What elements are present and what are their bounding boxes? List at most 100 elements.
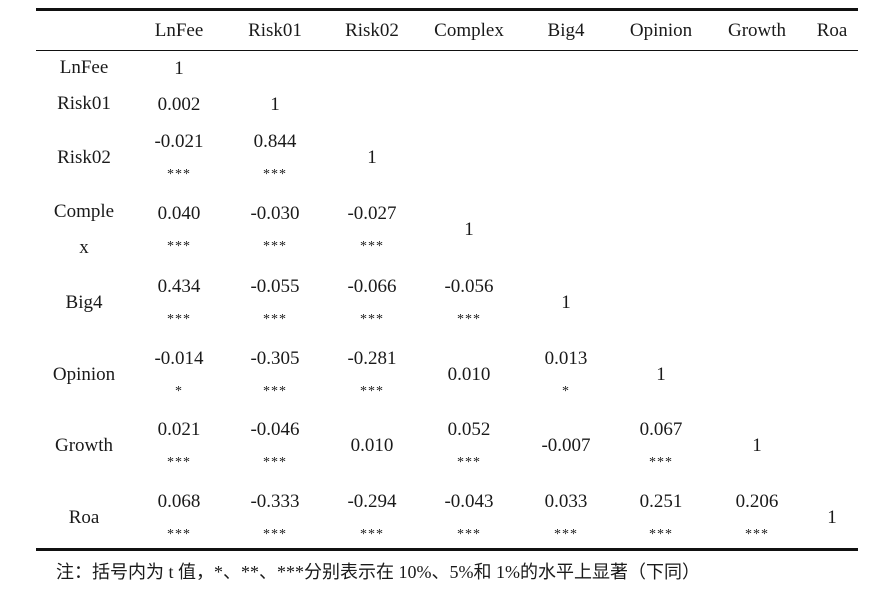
table-cell: -0.043 ***	[420, 481, 518, 554]
table-cell: 0.251 ***	[614, 481, 708, 554]
table-cell: 0.068 ***	[132, 481, 226, 554]
significance-stars: ***	[263, 166, 287, 182]
cell-value: 1	[752, 435, 762, 456]
significance-stars: ***	[263, 526, 287, 542]
cell-value: -0.046	[250, 418, 300, 440]
significance-stars: ***	[167, 526, 191, 542]
row-label: Risk01	[36, 86, 132, 122]
significance-stars: ***	[167, 166, 191, 182]
table-row: Big4 0.434 *** -0.055 *** -0.066 *** -0.056 *** 1	[36, 266, 858, 339]
significance-stars: ***	[649, 454, 673, 470]
table-cell	[614, 86, 708, 122]
row-label-text: Risk01	[57, 93, 111, 114]
row-label: Roa	[36, 481, 132, 554]
column-header: Risk02	[345, 19, 399, 41]
row-label: LnFee	[36, 50, 132, 86]
table-cell: 1	[806, 481, 858, 554]
row-label-text: Comple	[53, 200, 115, 222]
table-cell	[806, 266, 858, 339]
table-cell	[614, 193, 708, 266]
significance-stars: ***	[263, 454, 287, 470]
cell-value: 0.010	[447, 364, 491, 385]
table-row: Risk02 -0.021 *** 0.844 *** 1	[36, 122, 858, 193]
table-cell	[806, 193, 858, 266]
table-row: Comple x 0.040 *** -0.030 *** -0.027 *** 1	[36, 193, 858, 266]
row-label-text: Roa	[68, 506, 100, 528]
significance-stars: ***	[457, 311, 481, 327]
cell-value: 0.067	[639, 418, 683, 440]
table-cell: -0.007	[518, 410, 614, 481]
table-cell: 0.052 ***	[420, 410, 518, 481]
table-cell	[518, 122, 614, 193]
row-label-text: x	[79, 236, 89, 258]
significance-stars: ***	[263, 238, 287, 254]
row-label: Big4	[36, 266, 132, 339]
column-header: LnFee	[154, 19, 204, 41]
row-label-text: Big4	[65, 291, 103, 313]
cell-value: -0.333	[250, 490, 300, 512]
table-cell: 1	[324, 122, 420, 193]
cell-value: 0.434	[157, 275, 201, 297]
row-label-text: Risk02	[57, 146, 111, 168]
cell-value: 0.206	[735, 490, 779, 512]
cell-value: 0.251	[639, 490, 683, 512]
cell-value: -0.021	[154, 130, 204, 152]
significance-stars: ***	[360, 383, 384, 399]
cell-value: -0.027	[347, 202, 397, 224]
cell-value: -0.030	[250, 202, 300, 224]
table-cell: 1	[420, 193, 518, 266]
table-cell	[420, 122, 518, 193]
significance-stars: ***	[263, 383, 287, 399]
table-cell	[708, 266, 806, 339]
significance-stars: ***	[457, 454, 481, 470]
table-cell	[518, 50, 614, 86]
table-cell	[708, 339, 806, 410]
table-cell	[518, 86, 614, 122]
table-cell: 1	[132, 50, 226, 86]
table-cell: 0.033 ***	[518, 481, 614, 554]
table-cell: 0.021 ***	[132, 410, 226, 481]
cell-value: -0.305	[250, 347, 300, 369]
cell-value: 0.052	[447, 418, 491, 440]
significance-stars: ***	[649, 526, 673, 542]
table-cell: 1	[518, 266, 614, 339]
cell-value: 1	[561, 292, 571, 313]
cell-value: 0.033	[544, 490, 588, 512]
table-cell: -0.281 ***	[324, 339, 420, 410]
table-cell: 0.010	[324, 410, 420, 481]
table-body: LnFee 1 Risk01 0.002 1 Risk02 -0.021 *** 0.844 **…	[36, 50, 858, 554]
table-bottom-rule	[36, 548, 858, 551]
column-header: Roa	[816, 19, 848, 41]
table-cell: 0.067 ***	[614, 410, 708, 481]
cell-value: 1	[174, 57, 184, 79]
table-cell	[614, 122, 708, 193]
row-label-text: Growth	[54, 434, 114, 456]
table-cell: 0.002	[132, 86, 226, 122]
table-cell: 1	[226, 86, 324, 122]
column-header: Growth	[727, 19, 787, 41]
significance-stars: ***	[554, 526, 578, 542]
cell-value: -0.043	[444, 490, 494, 512]
table-cell: -0.046 ***	[226, 410, 324, 481]
table-cell	[806, 86, 858, 122]
row-label-text: LnFee	[59, 57, 109, 78]
significance-stars: ***	[360, 311, 384, 327]
cell-value: 1	[827, 507, 837, 528]
table-cell: 0.206 ***	[708, 481, 806, 554]
table-cell	[708, 193, 806, 266]
cell-value: -0.056	[444, 275, 494, 297]
row-label: Comple x	[36, 193, 132, 266]
row-label: Growth	[36, 410, 132, 481]
cell-value: 0.068	[157, 490, 201, 512]
table-cell	[324, 50, 420, 86]
table-cell: 0.013 *	[518, 339, 614, 410]
table-cell: -0.021 ***	[132, 122, 226, 193]
table-cell: -0.066 ***	[324, 266, 420, 339]
table-cell	[420, 50, 518, 86]
table-cell: -0.027 ***	[324, 193, 420, 266]
cell-value: -0.066	[347, 275, 397, 297]
table-cell	[708, 122, 806, 193]
cell-value: 1	[270, 93, 280, 115]
column-header: Risk01	[248, 19, 302, 41]
